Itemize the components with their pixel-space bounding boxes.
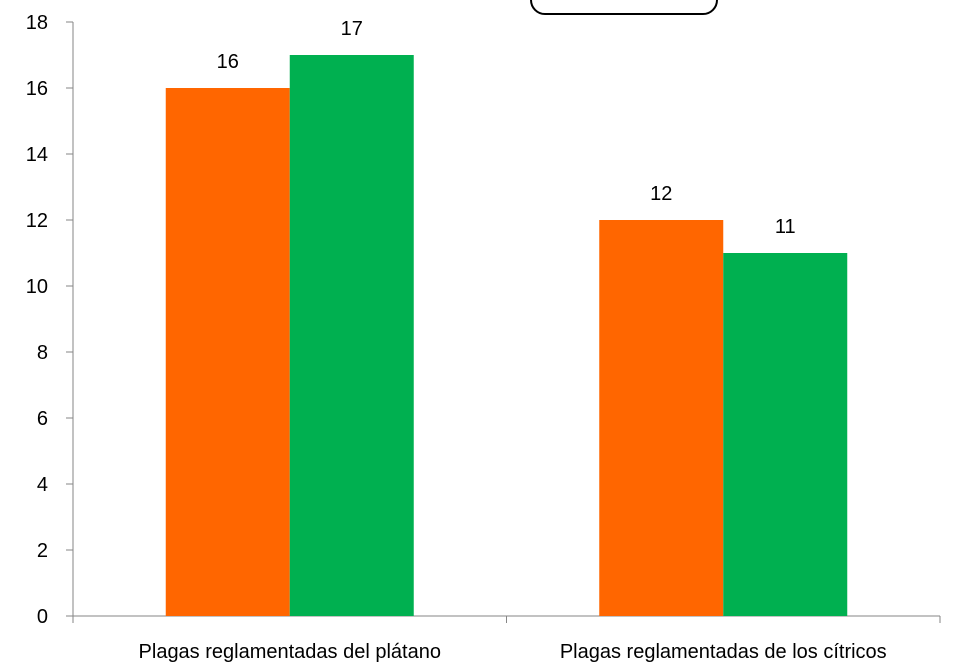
- bar: [723, 253, 848, 616]
- y-tick-label: 14: [26, 144, 48, 166]
- legend-box-fragment: [530, 0, 718, 15]
- y-tick-label: 18: [26, 12, 48, 34]
- category-label: Plagas reglamentadas del plátano: [139, 641, 441, 663]
- bar: [599, 220, 724, 616]
- y-tick-label: 16: [26, 78, 48, 100]
- bar: [289, 55, 414, 616]
- y-tick-label: 2: [37, 540, 48, 562]
- data-labels: 16 17 12 11: [217, 18, 796, 238]
- data-label: 11: [775, 216, 796, 238]
- legend-box: [530, 0, 718, 15]
- data-label: 16: [217, 51, 239, 73]
- y-tick-label: 10: [26, 276, 48, 298]
- bar: [165, 88, 290, 616]
- y-tick-label: 8: [37, 342, 48, 364]
- y-tick-label: 4: [37, 474, 48, 496]
- category-label: Plagas reglamentadas de los cítricos: [560, 641, 887, 663]
- y-axis: 0 2 4 6 8 10 12 14 16 18: [26, 12, 74, 628]
- y-tick-label: 12: [26, 210, 48, 232]
- data-label: 12: [650, 183, 672, 205]
- bars: [165, 55, 848, 616]
- data-label: 17: [341, 18, 363, 40]
- y-tick-label: 6: [37, 408, 48, 430]
- x-axis: [72, 615, 941, 623]
- y-tick-label: 0: [37, 606, 48, 628]
- category-labels: Plagas reglamentadas del plátano Plagas r…: [139, 641, 887, 663]
